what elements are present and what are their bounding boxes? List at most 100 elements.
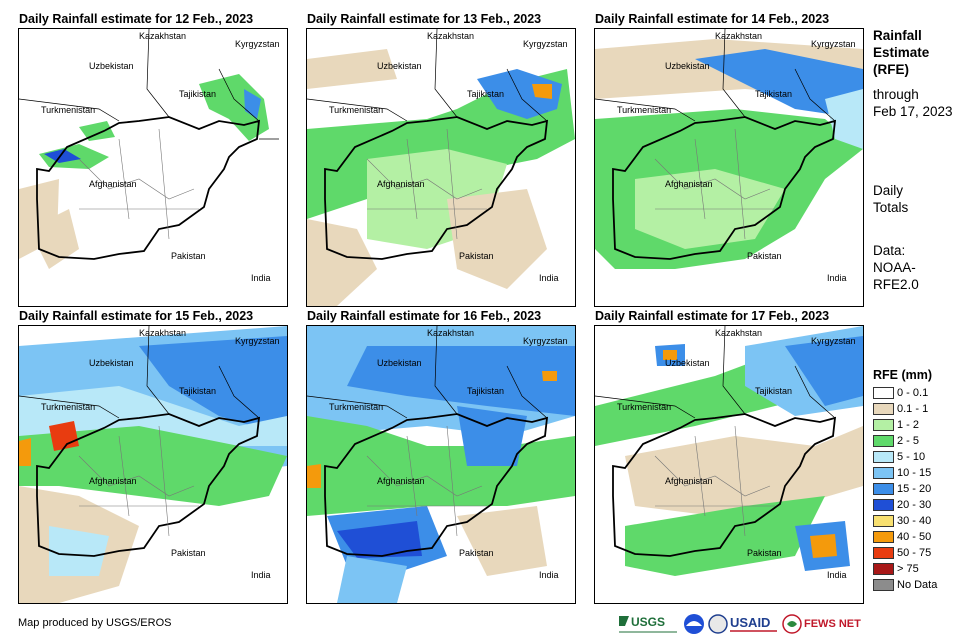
- legend-swatch: [873, 435, 894, 448]
- label-tajikistan: Tajikistan: [179, 386, 217, 396]
- legend-swatch: [873, 467, 894, 480]
- map-panel-16feb: Kazakhstan Kyrgyzstan Uzbekistan Tajikis…: [306, 325, 576, 604]
- label-turkmenistan: Turkmenistan: [617, 402, 672, 412]
- legend-label: 40 - 50: [897, 531, 932, 543]
- label-afghanistan: Afghanistan: [377, 179, 425, 189]
- label-afghanistan: Afghanistan: [89, 476, 137, 486]
- label-kyrgyzstan: Kyrgyzstan: [235, 39, 280, 49]
- legend-swatch: [873, 483, 894, 496]
- legend-swatch: [873, 403, 894, 416]
- label-uzbekistan: Uzbekistan: [665, 61, 710, 71]
- usaid-seal: [708, 614, 728, 634]
- panel-title-13feb: Daily Rainfall estimate for 13 Feb., 202…: [307, 12, 542, 26]
- legend-swatch: [873, 419, 894, 432]
- label-afghanistan: Afghanistan: [665, 179, 713, 189]
- sidebar-title-line: Rainfall: [873, 28, 922, 43]
- map-panel-15feb: Kazakhstan Kyrgyzstan Uzbekistan Tajikis…: [18, 325, 288, 604]
- legend-label: 20 - 30: [897, 499, 932, 511]
- label-kyrgyzstan: Kyrgyzstan: [811, 39, 856, 49]
- panel-title-12feb: Daily Rainfall estimate for 12 Feb., 202…: [19, 12, 254, 26]
- label-kyrgyzstan: Kyrgyzstan: [811, 336, 856, 346]
- legend-item: No Data: [873, 579, 937, 594]
- legend-label: 1 - 2: [897, 419, 920, 431]
- logos-graphic: USGS USAID FEWS NET: [619, 614, 861, 634]
- label-india: India: [539, 273, 559, 283]
- panel-title-14feb: Daily Rainfall estimate for 14 Feb., 202…: [595, 12, 830, 26]
- sidebar-through-line: Feb 17, 2023: [873, 104, 953, 119]
- sidebar-data-source: Data: NOAA- RFE2.0: [873, 242, 919, 293]
- fewsnet-logo: FEWS NET: [782, 614, 861, 634]
- map-12feb-graphic: [19, 29, 279, 269]
- legend-item: 50 - 75: [873, 547, 931, 562]
- label-pakistan: Pakistan: [459, 548, 494, 558]
- sidebar-title: Rainfall Estimate (RFE): [873, 27, 929, 78]
- map-panel-12feb: Kazakhstan Kyrgyzstan Uzbekistan Tajikis…: [18, 28, 288, 307]
- legend-swatch: [873, 451, 894, 464]
- legend-item: > 75: [873, 563, 919, 578]
- usaid-logo: USAID: [730, 615, 777, 632]
- panel-title-15feb: Daily Rainfall estimate for 15 Feb., 202…: [19, 309, 254, 323]
- map-15feb-graphic: [19, 326, 287, 603]
- label-india: India: [251, 273, 271, 283]
- legend-swatch: [873, 563, 894, 576]
- legend-swatch: [873, 387, 894, 400]
- sidebar-through-line: through: [873, 87, 919, 102]
- label-kyrgyzstan: Kyrgyzstan: [235, 336, 280, 346]
- legend-swatch: [873, 515, 894, 528]
- label-turkmenistan: Turkmenistan: [329, 402, 384, 412]
- sidebar-through: through Feb 17, 2023: [873, 86, 953, 120]
- sidebar-totals-line: Daily: [873, 183, 904, 198]
- sidebar-title-line: Estimate: [873, 45, 930, 60]
- map-17feb-graphic: [595, 326, 863, 576]
- label-tajikistan: Tajikistan: [755, 89, 793, 99]
- legend-item: 1 - 2: [873, 419, 919, 434]
- legend-label: 50 - 75: [897, 547, 932, 559]
- label-afghanistan: Afghanistan: [665, 476, 713, 486]
- label-turkmenistan: Turkmenistan: [41, 402, 96, 412]
- legend-item: 2 - 5: [873, 435, 919, 450]
- label-kazakhstan: Kazakhstan: [427, 328, 475, 338]
- label-uzbekistan: Uzbekistan: [89, 358, 134, 368]
- map-13feb-graphic: [307, 29, 575, 306]
- sidebar-totals-line: Totals: [873, 200, 909, 215]
- panel-title-16feb: Daily Rainfall estimate for 16 Feb., 202…: [307, 309, 542, 323]
- label-tajikistan: Tajikistan: [467, 89, 505, 99]
- logo-strip: USGS USAID FEWS NET: [617, 612, 867, 638]
- label-afghanistan: Afghanistan: [377, 476, 425, 486]
- legend-label: 5 - 10: [897, 451, 926, 463]
- usgs-logo-text: USGS: [631, 615, 665, 629]
- fewsnet-logo-text: FEWS NET: [804, 618, 861, 630]
- label-tajikistan: Tajikistan: [179, 89, 217, 99]
- map-panel-17feb: Kazakhstan Kyrgyzstan Uzbekistan Tajikis…: [594, 325, 864, 604]
- legend-item: 5 - 10: [873, 451, 925, 466]
- label-uzbekistan: Uzbekistan: [665, 358, 710, 368]
- usaid-logo-text: USAID: [730, 615, 770, 630]
- label-turkmenistan: Turkmenistan: [41, 105, 96, 115]
- label-uzbekistan: Uzbekistan: [89, 61, 134, 71]
- sidebar-title-line: (RFE): [873, 62, 909, 77]
- label-kazakhstan: Kazakhstan: [715, 31, 763, 41]
- legend-item: 0.1 - 1: [873, 403, 928, 418]
- label-uzbekistan: Uzbekistan: [377, 61, 422, 71]
- label-india: India: [251, 570, 271, 580]
- label-india: India: [827, 273, 847, 283]
- label-india: India: [827, 570, 847, 580]
- panel-title-17feb: Daily Rainfall estimate for 17 Feb., 202…: [595, 309, 830, 323]
- label-kazakhstan: Kazakhstan: [715, 328, 763, 338]
- legend-swatch: [873, 499, 894, 512]
- legend-item: 10 - 15: [873, 467, 931, 482]
- legend-label: > 75: [897, 563, 919, 575]
- legend-swatch: [873, 531, 894, 544]
- label-tajikistan: Tajikistan: [755, 386, 793, 396]
- legend-item: 20 - 30: [873, 499, 931, 514]
- legend-swatch: [873, 579, 894, 592]
- legend-item: 0 - 0.1: [873, 387, 928, 402]
- label-kazakhstan: Kazakhstan: [139, 328, 187, 338]
- legend-label: 15 - 20: [897, 483, 932, 495]
- sidebar-data-line: NOAA-: [873, 260, 916, 275]
- legend-item: 15 - 20: [873, 483, 931, 498]
- map-panel-13feb: Kazakhstan Kyrgyzstan Uzbekistan Tajikis…: [306, 28, 576, 307]
- label-uzbekistan: Uzbekistan: [377, 358, 422, 368]
- legend-item: 40 - 50: [873, 531, 931, 546]
- legend-label: 2 - 5: [897, 435, 920, 447]
